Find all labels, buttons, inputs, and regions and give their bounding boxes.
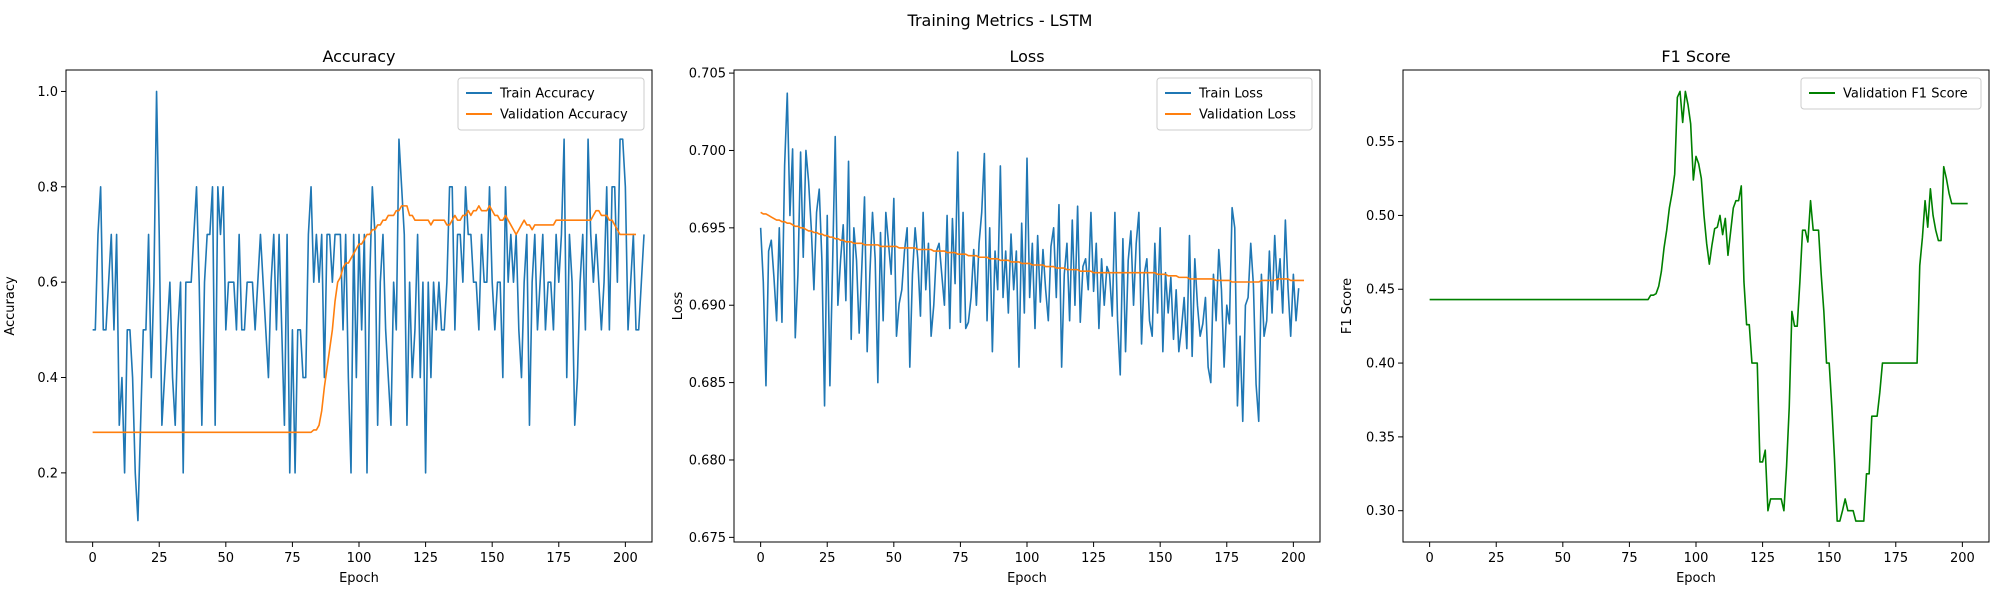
x-tick-label: 150 [480,551,505,566]
x-tick-label: 25 [819,551,836,566]
y-axis-label: Accuracy [3,276,18,336]
legend-entry: Validation F1 Score [1843,87,1968,102]
x-tick-label: 100 [347,551,372,566]
x-tick-label: 100 [1684,551,1709,566]
y-tick-label: 0.695 [689,221,726,236]
y-tick-label: 0.690 [689,299,726,314]
y-tick-label: 0.30 [1366,504,1395,519]
y-tick-label: 0.55 [1366,135,1395,150]
y-tick-label: 0.705 [689,67,726,82]
legend-entry: Validation Accuracy [500,108,628,123]
x-tick-label: 75 [284,551,301,566]
x-tick-label: 25 [1488,551,1505,566]
x-tick-label: 125 [1750,551,1775,566]
legend-entry: Train Loss [1198,87,1263,102]
series-line-1 [92,90,645,522]
x-tick-label: 175 [1883,551,1908,566]
y-tick-label: 0.2 [37,466,58,481]
x-tick-label: 125 [413,551,438,566]
x-tick-label: 150 [1148,551,1173,566]
x-tick-label: 50 [886,551,903,566]
x-tick-label: 200 [1950,551,1975,566]
y-tick-label: 0.680 [689,453,726,468]
x-tick-label: 25 [151,551,168,566]
legend-box [1800,77,1982,110]
chart-2: Loss 0 25 50 75 100 125 150 175 200 0.675 0.680 0.68… [671,47,1321,586]
legend-entry: Train Accuracy [499,87,595,102]
chart-title: F1 Score [1661,47,1730,66]
chart-title: Loss [1009,47,1044,66]
x-tick-label: 50 [1555,551,1572,566]
y-tick-label: 0.35 [1366,430,1395,445]
y-tick-label: 0.6 [37,276,58,291]
x-tick-label: 200 [1281,551,1306,566]
y-tick-label: 1.0 [37,85,58,100]
y-tick-label: 0.45 [1366,283,1395,298]
y-tick-label: 0.40 [1366,357,1395,372]
x-tick-label: 125 [1081,551,1106,566]
chart-3: F1 Score 0 25 50 75 100 125 150 175 200 0.30 0.35 0.… [1340,47,1990,586]
x-tick-label: 75 [1621,551,1638,566]
x-tick-label: 50 [218,551,235,566]
y-tick-label: 0.685 [689,376,726,391]
legend-entry: Validation Loss [1199,108,1296,123]
series-line-2 [92,205,637,434]
x-axis-label: Epoch [1676,571,1716,586]
legend-box [1156,77,1313,131]
y-tick-label: 0.675 [689,531,726,546]
x-tick-label: 75 [952,551,969,566]
y-axis-label: F1 Score [1340,278,1355,334]
x-tick-label: 0 [1425,551,1433,566]
series-line-1 [1429,90,1968,522]
x-axis-label: Epoch [339,571,379,586]
y-tick-label: 0.700 [689,144,726,159]
x-tick-label: 175 [546,551,571,566]
x-tick-label: 0 [88,551,96,566]
chart-title: Accuracy [322,47,395,66]
chart-panels: Accuracy 0 25 50 75 100 125 150 175 200 0.2 0.4 0.6 0… [3,47,1990,586]
legend: Train Loss Validation Loss [1156,77,1313,131]
y-tick-label: 0.50 [1366,209,1395,224]
legend: Validation F1 Score [1800,77,1982,110]
y-tick-label: 0.8 [37,180,58,195]
x-tick-label: 175 [1214,551,1239,566]
x-tick-label: 200 [613,551,638,566]
series-line-1 [759,92,1300,423]
legend-box [457,77,645,131]
series-line-2 [760,211,1305,283]
legend: Train Accuracy Validation Accuracy [457,77,645,131]
x-tick-label: 150 [1817,551,1842,566]
y-tick-label: 0.4 [37,371,58,386]
x-tick-label: 0 [756,551,764,566]
y-axis-label: Loss [671,292,686,321]
chart-1: Accuracy 0 25 50 75 100 125 150 175 200 0.2 0.4 0.6 0… [3,47,653,586]
x-tick-label: 100 [1015,551,1040,566]
figure-suptitle: Training Metrics - LSTM [907,11,1093,30]
x-axis-label: Epoch [1007,571,1047,586]
